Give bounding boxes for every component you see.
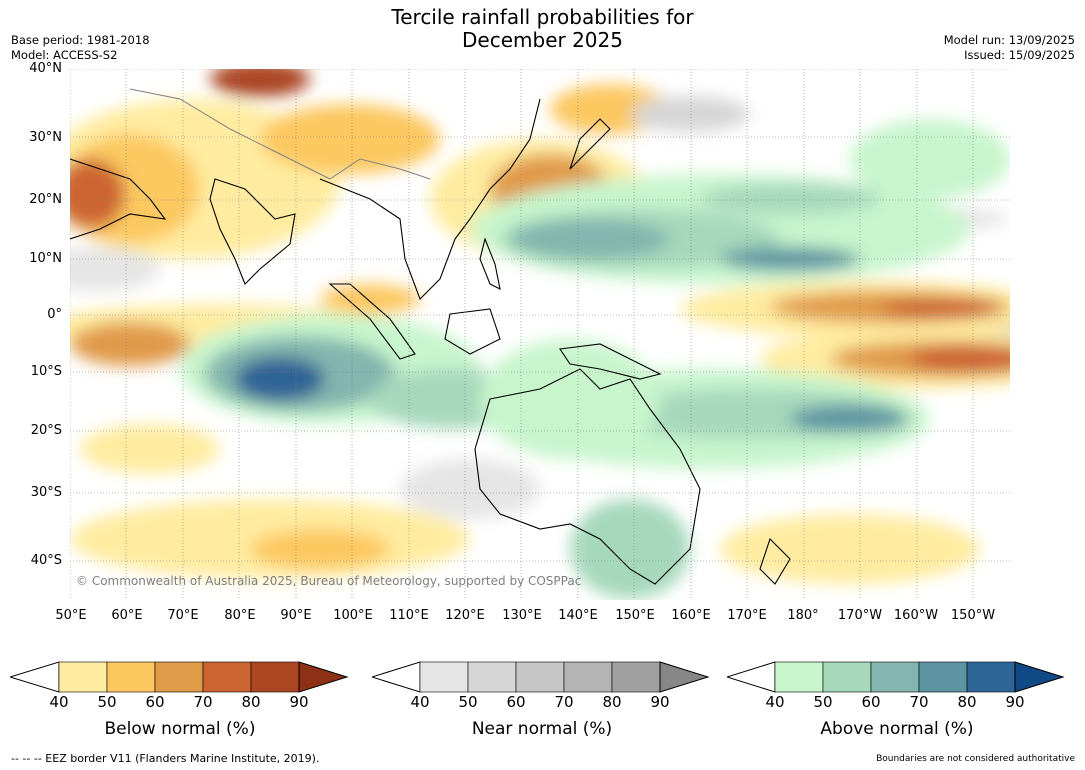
lon-label-70e: 70°E — [167, 608, 199, 623]
below-tick-60: 60 — [145, 693, 165, 711]
colorbar-below-max-arrow — [298, 661, 349, 693]
lat-label-30s: 30°S — [30, 485, 62, 500]
lon-label-90e: 90°E — [280, 608, 312, 623]
colorbar-above-bin-80 — [966, 661, 1016, 693]
above-normal-label: Above normal (%) — [820, 719, 974, 739]
lon-label-150w: 150°W — [950, 608, 996, 623]
lat-label-20s: 20°S — [30, 423, 62, 438]
meta-right: Model run: 13/09/2025 Issued: 15/09/2025 — [944, 33, 1075, 63]
near-tick-60: 60 — [506, 693, 526, 711]
above-tick-50: 50 — [813, 693, 833, 711]
colorbar-below-bin-70 — [202, 661, 252, 693]
above-tick-90: 90 — [1005, 693, 1025, 711]
country-borders — [129, 88, 431, 180]
lon-label-120e: 120°E — [445, 608, 485, 623]
lat-label-20n: 20°N — [29, 192, 62, 207]
near-tick-50: 50 — [458, 693, 478, 711]
near-tick-70: 70 — [554, 693, 574, 711]
lon-label-170e: 170°E — [727, 608, 767, 623]
lon-label-50e: 50°E — [55, 608, 87, 623]
lon-label-110e: 110°E — [389, 608, 429, 623]
lat-label-30n: 30°N — [29, 130, 62, 145]
colorbar-below-bin-60 — [154, 661, 204, 693]
probability-fields — [70, 69, 1010, 599]
below-normal-label: Below normal (%) — [104, 719, 256, 739]
below-tick-80: 80 — [241, 693, 261, 711]
lon-label-80e: 80°E — [224, 608, 256, 623]
lon-label-150e: 150°E — [615, 608, 655, 623]
above-tick-70: 70 — [909, 693, 929, 711]
lon-label-170w: 170°W — [837, 608, 883, 623]
near-tick-90: 90 — [650, 693, 670, 711]
lon-label-160e: 160°E — [671, 608, 711, 623]
colorbar-near-bin-50 — [467, 661, 517, 693]
colorbar-below-min-arrow — [10, 661, 60, 693]
below-tick-90: 90 — [289, 693, 309, 711]
colorbar-below-bin-40 — [58, 661, 108, 693]
colorbar-above-min-arrow — [727, 661, 776, 693]
colorbar-above-bin-60 — [870, 661, 920, 693]
model-text: Model: ACCESS-S2 — [11, 48, 118, 62]
colorbar-below-normal — [10, 661, 349, 693]
coastlines — [70, 98, 791, 585]
probability-map — [70, 69, 1010, 600]
colorbar-near-bin-70 — [563, 661, 613, 693]
boundaries-disclaimer: Boundaries are not considered authoritat… — [876, 754, 1075, 764]
colorbar-above-normal — [727, 661, 1065, 693]
model-run-text: Model run: 13/09/2025 — [943, 33, 1075, 47]
colorbar-near-bin-60 — [515, 661, 565, 693]
lon-label-60e: 60°E — [111, 608, 143, 623]
lat-label-10s: 10°S — [30, 364, 62, 379]
near-normal-label: Near normal (%) — [471, 719, 613, 739]
lat-label-10n: 10°N — [29, 251, 62, 266]
lat-label-0: 0° — [47, 307, 62, 322]
colorbar-near-bin-40 — [419, 661, 469, 693]
above-tick-60: 60 — [861, 693, 881, 711]
colorbar-near-bin-80 — [611, 661, 661, 693]
below-tick-40: 40 — [49, 693, 69, 711]
lon-label-140e: 140°E — [558, 608, 598, 623]
base-period-text: Base period: 1981-2018 — [11, 33, 150, 47]
lon-label-180: 180° — [787, 608, 819, 623]
below-tick-70: 70 — [193, 693, 213, 711]
colorbar-above-max-arrow — [1014, 661, 1065, 693]
colorbar-near-max-arrow — [659, 661, 710, 693]
lon-label-100e: 100°E — [333, 608, 373, 623]
chart-title-line2: December 2025 — [462, 28, 623, 52]
colorbar-above-bin-70 — [918, 661, 968, 693]
colorbar-near-normal — [372, 661, 710, 693]
near-tick-80: 80 — [602, 693, 622, 711]
colorbar-above-bin-40 — [774, 661, 824, 693]
colorbar-near-min-arrow — [372, 661, 421, 693]
lon-label-130e: 130°E — [502, 608, 542, 623]
map-canvas — [70, 69, 1010, 600]
above-tick-40: 40 — [765, 693, 785, 711]
colorbar-above-bin-50 — [822, 661, 872, 693]
lat-label-40s: 40°S — [30, 553, 62, 568]
colorbar-below-bin-80 — [250, 661, 300, 693]
above-tick-80: 80 — [957, 693, 977, 711]
below-tick-50: 50 — [97, 693, 117, 711]
lon-label-160w: 160°W — [893, 608, 939, 623]
lat-label-40n: 40°N — [29, 61, 62, 76]
copyright-notice: © Commonwealth of Australia 2025, Bureau… — [76, 574, 582, 588]
gridlines — [70, 69, 1010, 600]
meta-left: Base period: 1981-2018 Model: ACCESS-S2 — [11, 33, 150, 63]
chart-title-line1: Tercile rainfall probabilities for — [391, 5, 694, 29]
near-tick-40: 40 — [410, 693, 430, 711]
issued-text: Issued: 15/09/2025 — [964, 48, 1075, 62]
colorbar-below-bin-50 — [106, 661, 156, 693]
eez-border-note: -- -- -- EEZ border V11 (Flanders Marine… — [11, 752, 320, 765]
